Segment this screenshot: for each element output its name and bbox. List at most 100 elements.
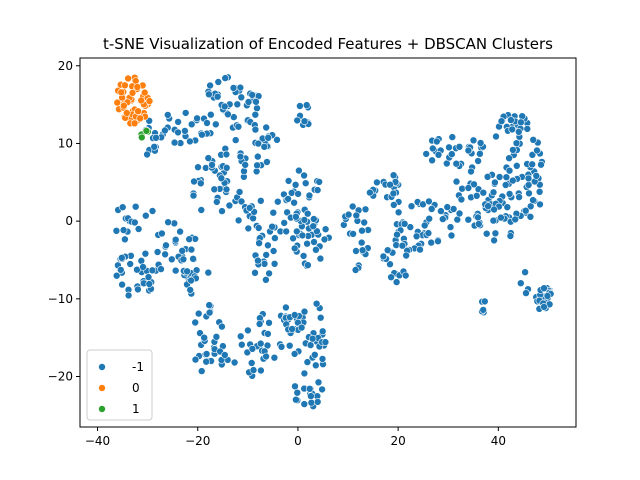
- scatter-point--1: [535, 188, 544, 196]
- scatter-point--1: [321, 225, 330, 233]
- scatter-point--1: [312, 299, 321, 308]
- scatter-point--1: [252, 98, 260, 106]
- scatter-point--1: [428, 156, 436, 165]
- scatter-point--1: [118, 203, 127, 211]
- scatter-point--1: [358, 246, 367, 254]
- scatter-point--1: [525, 189, 533, 198]
- scatter-point--1: [389, 171, 398, 179]
- scatter-point--1: [458, 184, 466, 193]
- scatter-point--1: [194, 309, 203, 318]
- x-tick-label: 40: [491, 434, 506, 448]
- legend-marker: [98, 405, 106, 413]
- scatter-point--1: [497, 117, 506, 125]
- scatter-point--1: [479, 188, 488, 197]
- scatter-point-0: [120, 101, 128, 110]
- scatter-point-0: [134, 107, 142, 115]
- scatter-point--1: [197, 179, 205, 188]
- scatter-point-0: [130, 119, 139, 128]
- scatter-point--1: [452, 159, 461, 168]
- scatter-point--1: [282, 303, 290, 312]
- scatter-point--1: [247, 359, 256, 367]
- scatter-point--1: [164, 111, 172, 119]
- scatter-point--1: [379, 252, 388, 261]
- scatter-point--1: [118, 280, 126, 289]
- scatter-point--1: [269, 247, 278, 255]
- legend-marker: [98, 384, 106, 392]
- scatter-point--1: [171, 266, 180, 275]
- scatter-point--1: [265, 318, 273, 327]
- scatter-point--1: [273, 197, 282, 206]
- scatter-point--1: [271, 234, 279, 242]
- scatter-point--1: [244, 224, 253, 233]
- scatter-point--1: [244, 98, 253, 106]
- scatter-point--1: [309, 215, 318, 223]
- scatter-point--1: [455, 209, 464, 218]
- scatter-point--1: [301, 179, 310, 187]
- scatter-point--1: [529, 136, 538, 144]
- scatter-point--1: [489, 216, 498, 225]
- scatter-point--1: [158, 229, 166, 238]
- scatter-point--1: [497, 213, 505, 222]
- scatter-point--1: [187, 276, 195, 285]
- scatter-point--1: [314, 378, 323, 387]
- scatter-point--1: [311, 361, 320, 370]
- scatter-point--1: [457, 195, 466, 204]
- scatter-point--1: [470, 180, 478, 189]
- scatter-point--1: [189, 191, 198, 200]
- scatter-point--1: [289, 234, 297, 243]
- scatter-points: [112, 73, 555, 411]
- scatter-point-1: [138, 133, 146, 142]
- scatter-point--1: [256, 339, 265, 348]
- scatter-point--1: [316, 313, 325, 322]
- scatter-point--1: [297, 323, 306, 332]
- scatter-point--1: [302, 101, 311, 109]
- scatter-point--1: [503, 203, 512, 211]
- scatter-point--1: [170, 138, 179, 147]
- scatter-point--1: [443, 203, 452, 211]
- scatter-point--1: [511, 215, 520, 224]
- scatter-point--1: [145, 280, 154, 288]
- scatter-point--1: [518, 112, 527, 120]
- scatter-point--1: [300, 117, 309, 125]
- scatter-point--1: [181, 127, 189, 135]
- scatter-point--1: [225, 201, 234, 210]
- scatter-point--1: [300, 216, 309, 224]
- scatter-point--1: [222, 185, 231, 194]
- scatter-point--1: [150, 143, 158, 151]
- scatter-point--1: [212, 120, 220, 129]
- scatter-point--1: [508, 176, 517, 185]
- scatter-point--1: [452, 177, 461, 186]
- scatter-point--1: [296, 102, 304, 110]
- scatter-point--1: [153, 248, 162, 256]
- scatter-point--1: [537, 160, 545, 169]
- scatter-point--1: [474, 213, 482, 222]
- scatter-point--1: [398, 241, 407, 250]
- scatter-point--1: [348, 202, 357, 211]
- scatter-point--1: [119, 226, 128, 234]
- scatter-point--1: [305, 384, 314, 393]
- scatter-point--1: [476, 139, 485, 147]
- scatter-point--1: [293, 388, 302, 397]
- scatter-point--1: [352, 247, 360, 255]
- scatter-point--1: [303, 239, 311, 248]
- scatter-point--1: [264, 330, 272, 338]
- scatter-point--1: [506, 232, 515, 240]
- scatter-point--1: [131, 218, 139, 227]
- scatter-point--1: [312, 246, 320, 254]
- scatter-point--1: [310, 238, 318, 246]
- scatter-point--1: [406, 223, 415, 231]
- scatter-point--1: [492, 132, 500, 141]
- scatter-point--1: [449, 205, 458, 213]
- scatter-point--1: [291, 181, 300, 189]
- scatter-point--1: [262, 275, 270, 284]
- scatter-point--1: [303, 209, 312, 218]
- scatter-point--1: [521, 268, 529, 277]
- scatter-point--1: [277, 342, 286, 351]
- scatter-point--1: [283, 208, 291, 217]
- scatter-point--1: [521, 206, 530, 215]
- scatter-point-0: [117, 88, 126, 97]
- legend-label: -1: [132, 360, 144, 374]
- scatter-point--1: [248, 91, 256, 99]
- scatter-point--1: [202, 350, 211, 358]
- scatter-point--1: [194, 163, 202, 171]
